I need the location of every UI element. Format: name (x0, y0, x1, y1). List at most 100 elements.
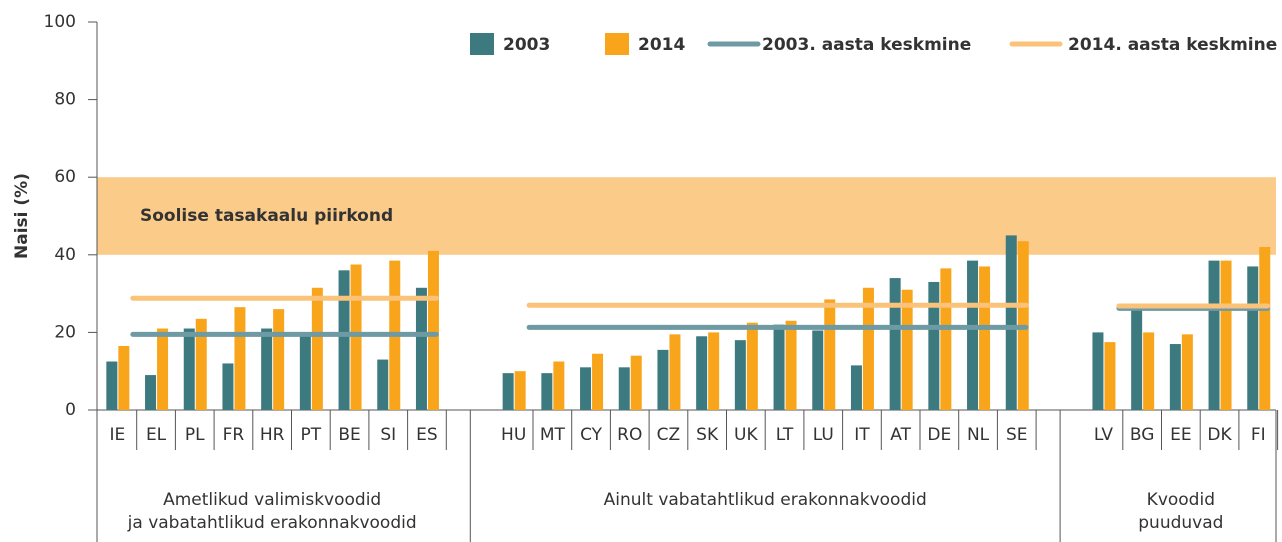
bar (145, 375, 157, 410)
bar (824, 299, 836, 410)
group-label: puuduvad (1138, 513, 1223, 533)
x-tick-label: CZ (657, 425, 681, 445)
bar (1092, 332, 1104, 410)
x-tick-label: HR (260, 425, 285, 445)
y-tick-label: 20 (54, 322, 76, 342)
bar (273, 309, 285, 410)
x-tick-label: LU (813, 425, 834, 445)
y-tick-label: 40 (54, 245, 76, 265)
group-label: Ainult vabatahtlikud erakonnakvoodid (604, 490, 927, 510)
balance-zone (97, 177, 1276, 255)
bar (696, 336, 708, 410)
bar (415, 287, 427, 410)
bar (746, 322, 758, 410)
legend-label: 2014. aasta keskmine (1068, 35, 1277, 55)
bar (850, 365, 862, 410)
bar (1005, 235, 1017, 410)
bar (592, 353, 604, 410)
bar (979, 266, 991, 410)
x-tick-label: DE (927, 425, 951, 445)
x-tick-label: IE (109, 425, 125, 445)
y-tick-label: 80 (54, 90, 76, 110)
bar (222, 363, 234, 410)
x-tick-label: IT (854, 425, 870, 445)
bar (106, 361, 118, 410)
legend-label: 2003. aasta keskmine (762, 35, 971, 55)
bar (1259, 247, 1271, 410)
bar (812, 330, 824, 410)
y-tick-label: 60 (54, 167, 76, 187)
y-tick-label: 100 (44, 12, 76, 32)
bar (785, 320, 797, 410)
bar (967, 260, 979, 410)
x-tick-label: CY (580, 425, 603, 445)
x-tick-label: PL (185, 425, 205, 445)
bar (377, 359, 389, 410)
bar (338, 270, 350, 410)
bar (618, 367, 630, 410)
bar (657, 349, 669, 410)
bar (889, 278, 901, 410)
bar (580, 367, 592, 410)
bar (1208, 260, 1220, 410)
group-label: ja vabatahtlikud erakonnakvoodid (127, 513, 417, 533)
x-tick-label: EE (1170, 425, 1191, 445)
x-tick-label: FR (223, 425, 245, 445)
x-tick-label: BE (338, 425, 360, 445)
bar (350, 264, 362, 410)
bar (669, 334, 681, 410)
legend-swatch (470, 33, 494, 55)
bar (553, 361, 565, 410)
bar (1131, 309, 1143, 410)
bar (1143, 332, 1155, 410)
bar (708, 332, 720, 410)
legend-label: 2014 (638, 35, 685, 55)
bar (1169, 344, 1181, 410)
bar (502, 373, 514, 410)
x-tick-label: EL (146, 425, 167, 445)
bar (862, 287, 874, 410)
bar (234, 307, 246, 410)
bar (1181, 334, 1193, 410)
bar (1104, 342, 1116, 410)
x-tick-label: BG (1130, 425, 1155, 445)
balance-zone-label: Soolise tasakaalu piirkond (140, 206, 393, 226)
bar (311, 287, 323, 410)
bar (928, 281, 940, 410)
x-tick-label: LV (1094, 425, 1114, 445)
bar (541, 373, 553, 410)
x-tick-label: PT (301, 425, 322, 445)
bar (1220, 260, 1232, 410)
x-tick-label: MT (540, 425, 566, 445)
bar (940, 268, 952, 410)
bar (514, 371, 526, 410)
bar (1247, 266, 1259, 410)
x-tick-label: ES (416, 425, 438, 445)
y-axis-label: Naisi (%) (12, 173, 32, 259)
x-tick-label: DK (1207, 425, 1232, 445)
bar (299, 332, 311, 410)
bar (734, 340, 746, 410)
y-tick-label: 0 (65, 400, 76, 420)
group-label: Kvoodid (1147, 490, 1215, 510)
bar (901, 289, 913, 410)
legend-swatch (605, 33, 629, 55)
bar (630, 355, 642, 410)
x-tick-label: LT (776, 425, 794, 445)
bar (773, 324, 785, 410)
x-tick-label: FI (1251, 425, 1266, 445)
x-tick-label: SK (696, 425, 719, 445)
x-tick-label: UK (734, 425, 758, 445)
x-tick-label: AT (890, 425, 911, 445)
legend-label: 2003 (503, 35, 550, 55)
bar (195, 318, 207, 410)
x-tick-label: SI (380, 425, 396, 445)
group-label: Ametlikud valimiskvoodid (163, 490, 381, 510)
x-tick-label: SE (1006, 425, 1028, 445)
bar (157, 328, 169, 410)
bar (261, 328, 273, 410)
x-tick-label: RO (617, 425, 642, 445)
bar (183, 328, 195, 410)
x-tick-label: HU (501, 425, 526, 445)
